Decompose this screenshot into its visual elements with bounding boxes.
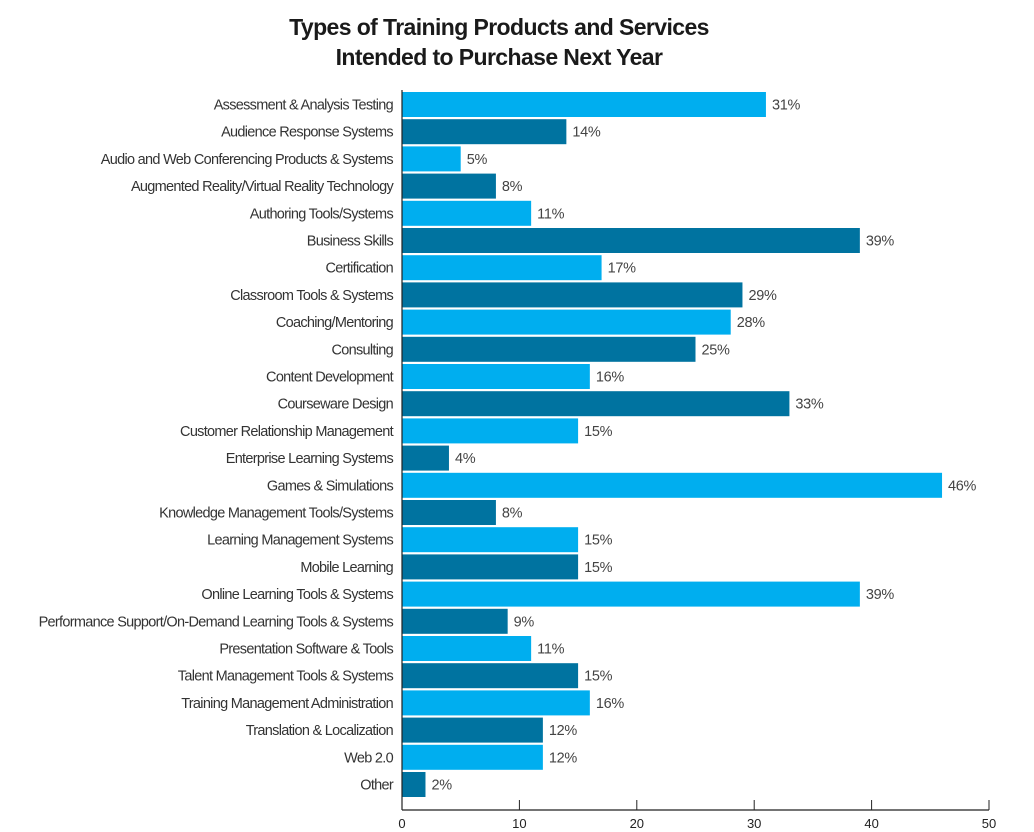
value-label: 28% bbox=[737, 315, 766, 331]
category-label: Translation & Localization bbox=[246, 723, 394, 739]
bars-group bbox=[402, 92, 943, 797]
value-label: 11% bbox=[537, 642, 564, 658]
chart-title-line-2: Intended to Purchase Next Year bbox=[335, 44, 663, 70]
value-label: 14% bbox=[572, 125, 601, 141]
bar bbox=[402, 717, 543, 743]
bar bbox=[402, 500, 496, 525]
value-label: 15% bbox=[584, 533, 613, 549]
x-tick-label: 10 bbox=[512, 816, 526, 831]
bar bbox=[402, 309, 731, 335]
bar bbox=[402, 173, 496, 199]
category-label: Presentation Software & Tools bbox=[219, 642, 393, 658]
category-label: Certification bbox=[326, 261, 394, 277]
category-label: Content Development bbox=[266, 370, 394, 386]
category-label: Other bbox=[360, 778, 394, 794]
value-label: 16% bbox=[596, 696, 625, 712]
category-label: Training Management Administration bbox=[181, 696, 393, 712]
value-label: 8% bbox=[502, 506, 523, 522]
category-label: Business Skills bbox=[307, 234, 394, 250]
value-label: 5% bbox=[467, 152, 488, 168]
value-label: 39% bbox=[866, 587, 895, 603]
value-label: 15% bbox=[584, 560, 613, 576]
bar bbox=[402, 554, 579, 580]
chart-title: Types of Training Products and Services … bbox=[0, 12, 998, 72]
category-label: Mobile Learning bbox=[300, 560, 393, 576]
bar bbox=[402, 663, 579, 689]
category-label: Games & Simulations bbox=[267, 478, 394, 494]
value-label: 46% bbox=[948, 478, 977, 494]
category-label: Audience Response Systems bbox=[221, 125, 393, 141]
bar bbox=[402, 119, 567, 145]
bar bbox=[402, 445, 449, 471]
category-label: Enterprise Learning Systems bbox=[226, 451, 394, 467]
category-label: Consulting bbox=[331, 342, 393, 358]
value-labels-group: 31% 14% 5% 8% 11% 39% 17% 29% 28% 25% 16% 33% 15% 4% 4… bbox=[431, 98, 976, 794]
value-label: 4% bbox=[455, 451, 476, 467]
bar bbox=[402, 608, 508, 634]
value-label: 16% bbox=[596, 370, 625, 386]
x-tick-label: 40 bbox=[864, 816, 878, 831]
x-tick-label: 20 bbox=[630, 816, 644, 831]
value-label: 9% bbox=[514, 614, 535, 630]
value-label: 8% bbox=[502, 179, 523, 195]
category-label: Learning Management Systems bbox=[207, 533, 393, 549]
bar bbox=[402, 472, 943, 498]
category-label: Performance Support/On-Demand Learning T… bbox=[39, 614, 394, 630]
bar bbox=[402, 636, 532, 661]
bar bbox=[402, 744, 543, 770]
bar bbox=[402, 690, 590, 716]
category-label: Assessment & Analysis Testing bbox=[214, 98, 394, 114]
bar bbox=[402, 772, 426, 797]
category-label: Audio and Web Conferencing Products & Sy… bbox=[101, 152, 394, 168]
value-label: 31% bbox=[772, 98, 801, 114]
bar bbox=[402, 527, 579, 553]
bar bbox=[402, 364, 590, 389]
category-label: Customer Relationship Management bbox=[180, 424, 394, 440]
category-label: Talent Management Tools & Systems bbox=[178, 669, 394, 685]
bar bbox=[402, 228, 860, 253]
category-label: Coaching/Mentoring bbox=[276, 315, 394, 331]
bar bbox=[402, 581, 860, 607]
bar bbox=[402, 255, 602, 281]
category-label: Authoring Tools/Systems bbox=[250, 206, 394, 222]
category-label: Augmented Reality/Virtual Reality Techno… bbox=[131, 179, 395, 195]
value-label: 33% bbox=[795, 397, 824, 413]
value-label: 15% bbox=[584, 424, 613, 440]
value-label: 12% bbox=[549, 750, 578, 766]
category-label: Knowledge Management Tools/Systems bbox=[159, 506, 393, 522]
value-label: 29% bbox=[748, 288, 777, 304]
category-label: Courseware Design bbox=[278, 397, 394, 413]
x-tick-label: 50 bbox=[982, 816, 996, 831]
value-label: 15% bbox=[584, 669, 613, 685]
value-label: 2% bbox=[431, 778, 452, 794]
bar bbox=[402, 282, 743, 308]
bar bbox=[402, 391, 790, 417]
bar bbox=[402, 146, 461, 172]
x-axis: 0 10 20 30 40 50 bbox=[398, 90, 996, 831]
category-label: Online Learning Tools & Systems bbox=[201, 587, 393, 603]
value-label: 12% bbox=[549, 723, 578, 739]
bar bbox=[402, 92, 766, 117]
value-label: 17% bbox=[608, 261, 637, 277]
chart-title-line-1: Types of Training Products and Services bbox=[289, 14, 709, 40]
x-tick-label: 30 bbox=[747, 816, 761, 831]
bar bbox=[402, 200, 532, 226]
bar bbox=[402, 336, 696, 362]
value-label: 39% bbox=[866, 234, 895, 250]
value-label: 25% bbox=[702, 342, 731, 358]
value-label: 11% bbox=[537, 206, 564, 222]
bar bbox=[402, 418, 579, 444]
x-tick-label: 0 bbox=[398, 816, 405, 831]
category-label: Classroom Tools & Systems bbox=[230, 288, 393, 304]
category-labels-group: Assessment & Analysis Testing Audience Re… bbox=[39, 98, 396, 794]
category-label: Web 2.0 bbox=[344, 750, 393, 766]
